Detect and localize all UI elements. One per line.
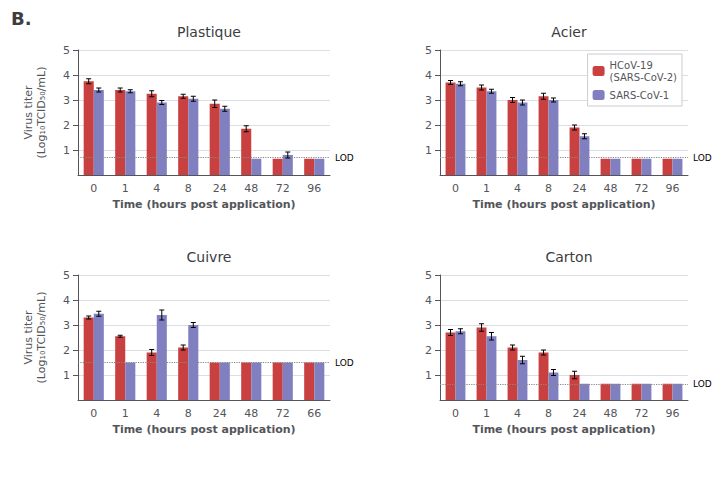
- svg-text:96: 96: [666, 407, 680, 420]
- svg-text:5: 5: [425, 269, 432, 282]
- svg-text:2: 2: [425, 344, 432, 357]
- svg-text:96: 96: [666, 182, 680, 195]
- svg-text:1: 1: [63, 144, 70, 157]
- svg-text:48: 48: [604, 407, 618, 420]
- svg-text:HCoV-19: HCoV-19: [610, 60, 653, 71]
- svg-text:0: 0: [90, 407, 97, 420]
- svg-text:2: 2: [425, 119, 432, 132]
- svg-text:0: 0: [452, 407, 459, 420]
- svg-text:3: 3: [63, 319, 70, 332]
- svg-text:3: 3: [425, 94, 432, 107]
- svg-text:8: 8: [545, 407, 552, 420]
- svg-text:96: 96: [307, 182, 321, 195]
- svg-text:(Log₁₀TCID₅₀/mL): (Log₁₀TCID₅₀/mL): [35, 67, 48, 159]
- svg-text:48: 48: [244, 407, 258, 420]
- svg-text:1: 1: [483, 182, 490, 195]
- svg-text:Time (hours post application): Time (hours post application): [112, 423, 295, 436]
- svg-text:4: 4: [514, 407, 521, 420]
- svg-text:LOD: LOD: [335, 358, 354, 368]
- svg-text:72: 72: [276, 182, 290, 195]
- svg-text:8: 8: [185, 407, 192, 420]
- svg-text:72: 72: [276, 407, 290, 420]
- svg-text:1: 1: [122, 182, 129, 195]
- svg-text:1: 1: [63, 369, 70, 382]
- svg-text:1: 1: [425, 369, 432, 382]
- svg-text:Virus titer: Virus titer: [22, 85, 35, 140]
- svg-text:LOD: LOD: [335, 153, 354, 163]
- svg-text:0: 0: [452, 182, 459, 195]
- svg-text:5: 5: [425, 44, 432, 57]
- svg-text:5: 5: [63, 44, 70, 57]
- svg-text:72: 72: [635, 407, 649, 420]
- svg-text:48: 48: [604, 182, 618, 195]
- svg-text:Cuivre: Cuivre: [187, 249, 232, 265]
- svg-text:Carton: Carton: [545, 249, 592, 265]
- svg-text:24: 24: [573, 182, 587, 195]
- svg-text:1: 1: [483, 407, 490, 420]
- svg-text:4: 4: [153, 407, 160, 420]
- svg-text:1: 1: [425, 144, 432, 157]
- svg-text:0: 0: [90, 182, 97, 195]
- svg-text:4: 4: [63, 294, 70, 307]
- svg-text:Time (hours post application): Time (hours post application): [472, 423, 655, 436]
- svg-text:3: 3: [63, 94, 70, 107]
- svg-text:72: 72: [635, 182, 649, 195]
- svg-text:4: 4: [514, 182, 521, 195]
- svg-text:3: 3: [425, 319, 432, 332]
- svg-text:24: 24: [213, 182, 227, 195]
- svg-text:2: 2: [63, 119, 70, 132]
- svg-text:24: 24: [213, 407, 227, 420]
- svg-text:48: 48: [244, 182, 258, 195]
- svg-text:Time (hours post application): Time (hours post application): [112, 198, 295, 211]
- svg-text:(Log₁₀TCID₅₀/mL): (Log₁₀TCID₅₀/mL): [35, 292, 48, 384]
- svg-text:4: 4: [425, 294, 432, 307]
- svg-text:B.: B.: [11, 8, 32, 29]
- svg-text:Virus titer: Virus titer: [22, 310, 35, 365]
- svg-text:5: 5: [63, 269, 70, 282]
- svg-text:8: 8: [545, 182, 552, 195]
- svg-text:24: 24: [573, 407, 587, 420]
- svg-text:Acier: Acier: [551, 24, 587, 40]
- svg-text:4: 4: [153, 182, 160, 195]
- svg-text:Time (hours post application): Time (hours post application): [472, 198, 655, 211]
- svg-text:2: 2: [63, 344, 70, 357]
- svg-text:LOD: LOD: [693, 379, 712, 389]
- svg-text:4: 4: [425, 69, 432, 82]
- svg-text:1: 1: [122, 407, 129, 420]
- svg-text:66: 66: [307, 407, 321, 420]
- svg-text:8: 8: [185, 182, 192, 195]
- svg-text:Plastique: Plastique: [177, 24, 241, 40]
- svg-text:(SARS-CoV-2): (SARS-CoV-2): [610, 72, 678, 83]
- svg-text:LOD: LOD: [693, 153, 712, 163]
- svg-text:4: 4: [63, 69, 70, 82]
- svg-text:SARS-CoV-1: SARS-CoV-1: [610, 90, 670, 101]
